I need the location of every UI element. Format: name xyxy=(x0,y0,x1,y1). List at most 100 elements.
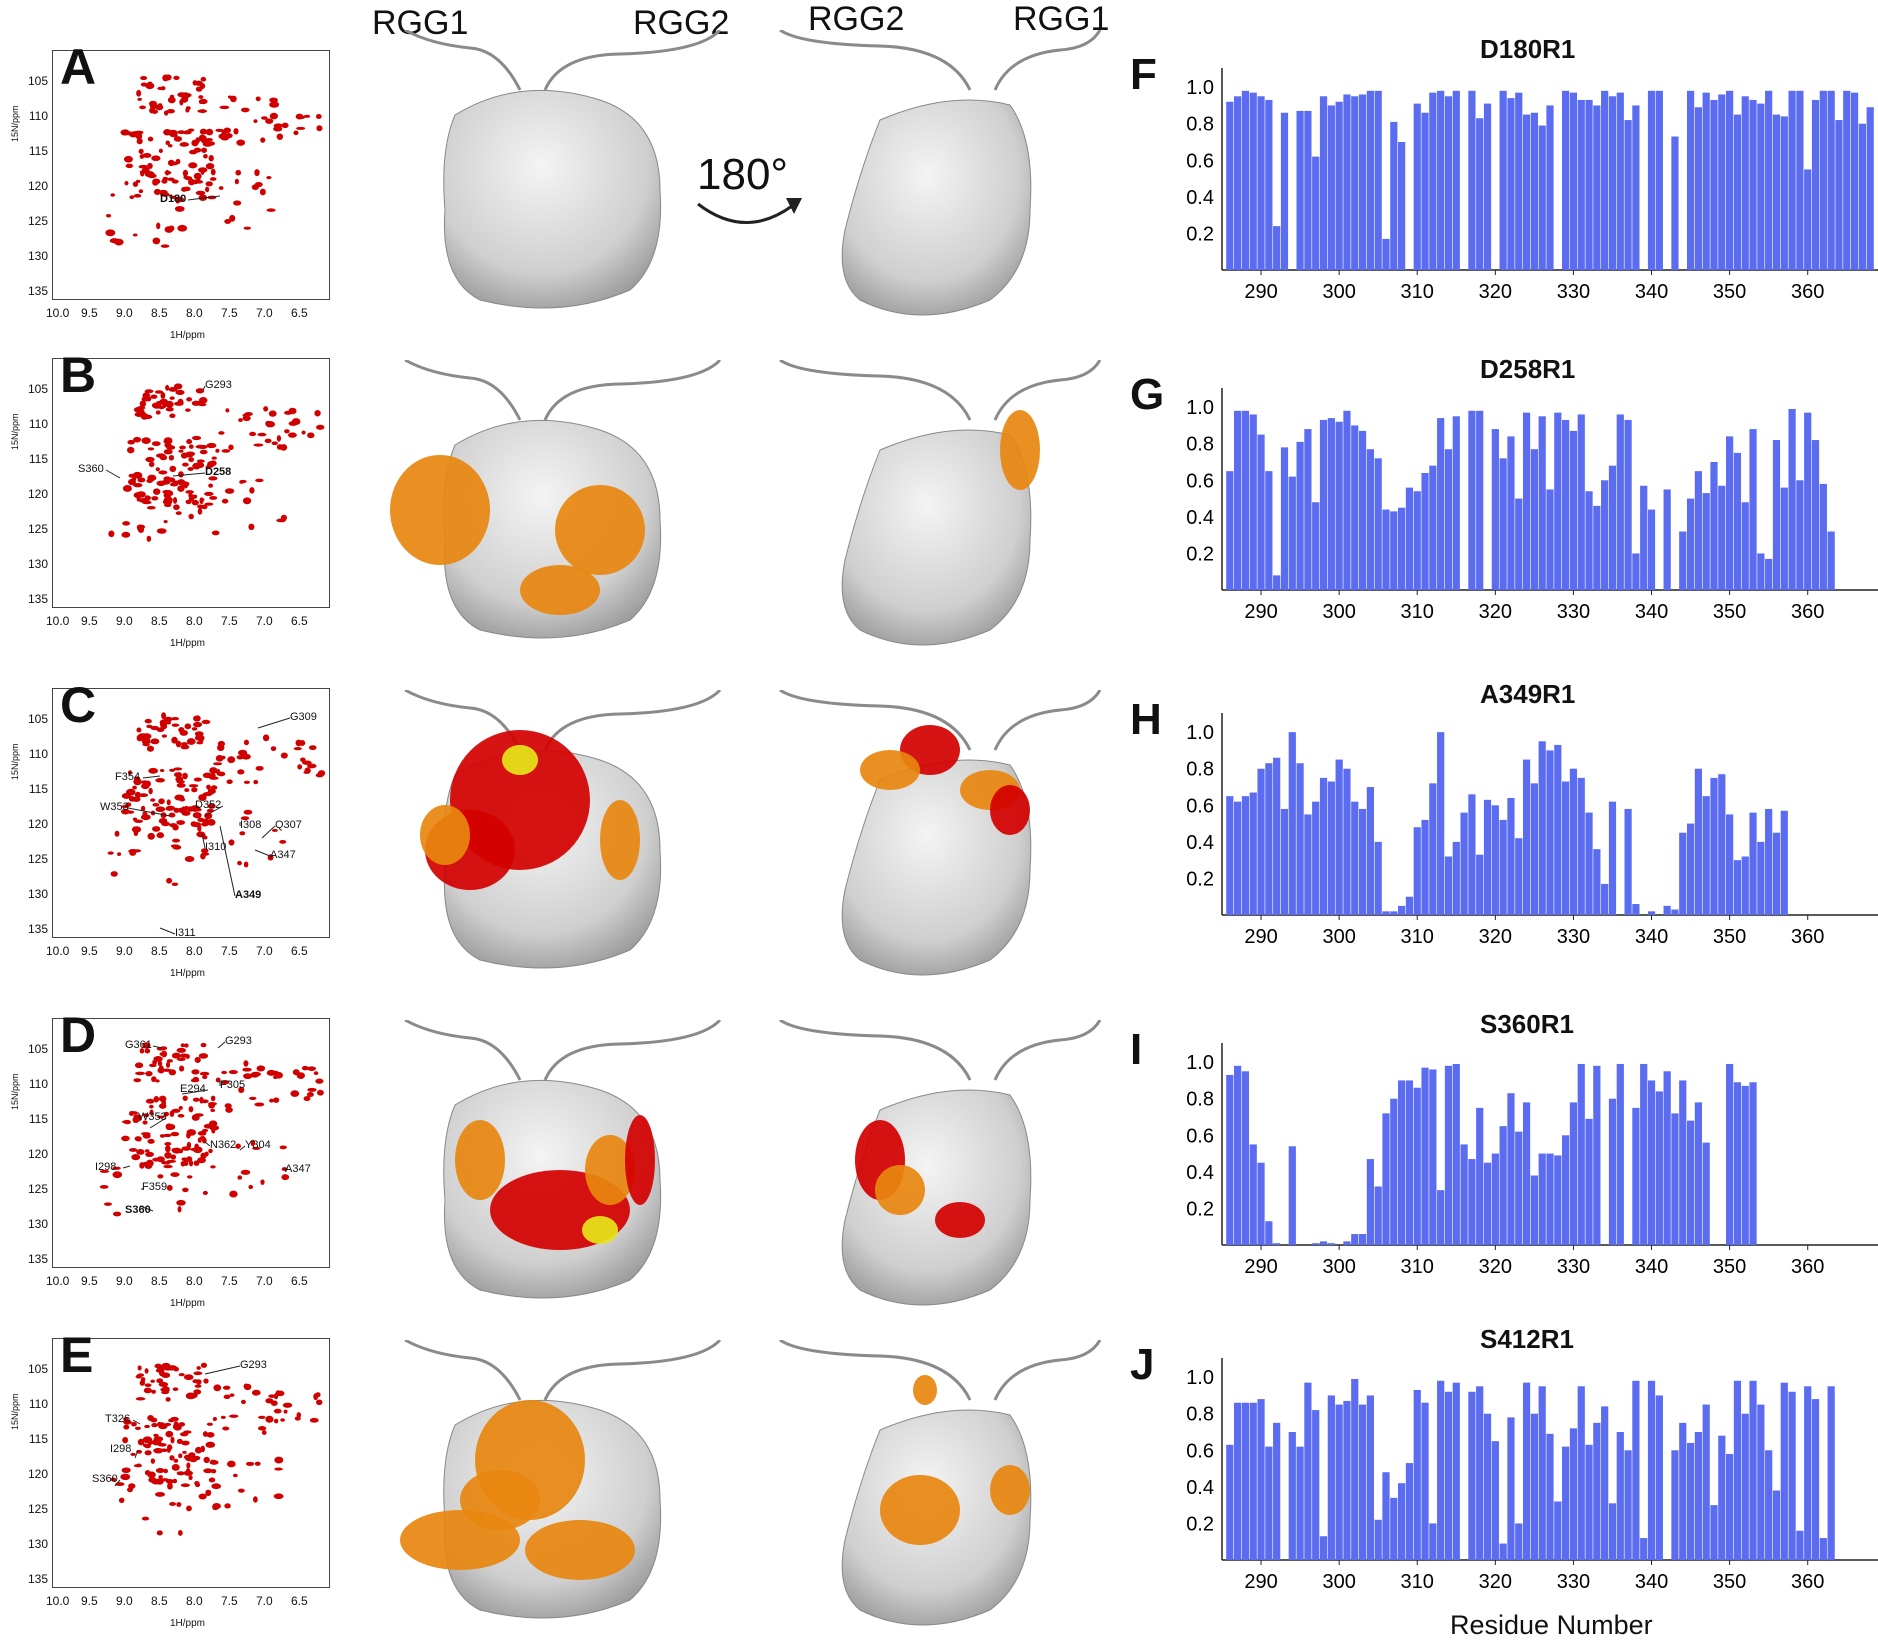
nmr-peak xyxy=(215,1077,221,1083)
nmr-peaks xyxy=(110,1362,323,1536)
nmr-peak xyxy=(192,1076,200,1082)
nmr-peak xyxy=(157,1067,165,1074)
nmr-annotation-arrows xyxy=(105,385,206,479)
nmr-peak xyxy=(173,767,183,771)
bar xyxy=(1460,812,1468,915)
nmr-peak-label: A347 xyxy=(270,849,296,861)
nmr-peak xyxy=(263,406,269,412)
nmr-peak xyxy=(251,1389,261,1396)
nmr-peak xyxy=(165,384,170,391)
bar xyxy=(1483,799,1492,915)
bar xyxy=(1382,238,1390,270)
nmr-peak xyxy=(194,814,202,819)
nmr-peak xyxy=(158,1095,167,1102)
nmr-peak xyxy=(201,848,209,854)
nmr-x-tick: 8.0 xyxy=(186,944,203,958)
nmr-peak xyxy=(152,237,161,245)
bar xyxy=(1522,1382,1531,1560)
nmr-peak xyxy=(183,1454,193,1460)
bar xyxy=(1718,774,1726,915)
nmr-peak xyxy=(202,835,208,840)
nmr-peak-label: A349 xyxy=(235,889,262,901)
nmr-peak xyxy=(152,826,161,832)
bar xyxy=(1811,1399,1820,1560)
nmr-peak xyxy=(206,784,211,790)
nmr-peak xyxy=(237,1175,243,1180)
nmr-peak xyxy=(193,1160,200,1166)
nmr-peak xyxy=(209,177,217,181)
nmr-peak xyxy=(202,1190,208,1196)
nmr-peak xyxy=(293,130,299,136)
y-tick-label: 0.8 xyxy=(1186,759,1214,781)
nmr-peak xyxy=(307,763,317,769)
nmr-peak xyxy=(164,74,172,81)
nmr-peak xyxy=(103,1202,112,1206)
nmr-peak xyxy=(225,1106,233,1113)
bar xyxy=(1296,1446,1304,1560)
nmr-peak xyxy=(170,1436,175,1444)
nmr-peak xyxy=(233,128,239,135)
nmr-peak xyxy=(180,744,190,750)
nmr-peak xyxy=(204,812,213,820)
nmr-peak xyxy=(260,137,266,143)
nmr-peak xyxy=(118,1497,125,1504)
x-tick-label: 310 xyxy=(1401,1571,1434,1593)
nmr-peak xyxy=(173,1458,179,1463)
nmr-peak xyxy=(251,1071,261,1077)
nmr-peak xyxy=(134,1062,144,1069)
nmr-peak xyxy=(309,1417,319,1423)
nmr-peak xyxy=(167,129,178,136)
nmr-peak-label: F359 xyxy=(142,1181,168,1193)
nmr-peak xyxy=(145,1070,153,1077)
rgg-tail xyxy=(779,1020,972,1081)
nmr-peak xyxy=(193,777,202,782)
bar xyxy=(1398,507,1406,590)
nmr-y-tick: 110 xyxy=(28,1397,48,1411)
nmr-peak xyxy=(184,788,190,793)
bar xyxy=(1562,1446,1570,1560)
nmr-peak xyxy=(186,1175,193,1179)
bar xyxy=(1788,90,1796,270)
nmr-peak xyxy=(173,504,180,511)
nmr-peak xyxy=(172,1387,179,1392)
nmr-peak xyxy=(167,96,176,104)
bar xyxy=(1507,436,1515,590)
y-tick-label: 0.2 xyxy=(1186,543,1214,565)
bar xyxy=(1577,414,1585,590)
bar xyxy=(1335,1404,1343,1560)
nmr-peak xyxy=(198,99,204,105)
nmr-panel-e: E 105 110 115 120 125 130 135 10.0 9.5 9.0 8.5 8.0 7.… xyxy=(0,1300,340,1630)
nmr-peak xyxy=(155,410,161,415)
surface-perturbation-patch xyxy=(990,1465,1030,1515)
bar xyxy=(1304,429,1312,590)
nmr-peak-label: N362 xyxy=(210,1139,237,1151)
nmr-peak xyxy=(164,1422,172,1427)
nmr-peak xyxy=(170,716,180,721)
bar xyxy=(1608,96,1617,271)
nmr-peak xyxy=(129,195,135,200)
nmr-peak xyxy=(199,497,204,505)
bar xyxy=(1733,1380,1742,1560)
nmr-peak xyxy=(165,1397,171,1402)
nmr-peak xyxy=(314,409,321,417)
nmr-peak xyxy=(156,1046,165,1051)
bar xyxy=(1804,412,1812,590)
surface-perturbation-patch xyxy=(502,745,538,775)
x-tick-label: 310 xyxy=(1401,281,1434,303)
nmr-peak xyxy=(140,75,148,81)
nmr-peak-label: G293 xyxy=(205,379,232,391)
nmr-x-tick: 10.0 xyxy=(46,1594,70,1608)
bar xyxy=(1726,1453,1734,1560)
nmr-peak xyxy=(206,442,217,449)
bar xyxy=(1351,801,1359,915)
bar xyxy=(1647,911,1656,915)
bar xyxy=(1710,1505,1718,1560)
bar xyxy=(1601,480,1609,590)
bar xyxy=(1374,458,1382,590)
x-tick-label: 350 xyxy=(1713,1571,1746,1593)
nmr-peak xyxy=(280,444,288,451)
nmr-label-arrow xyxy=(132,1419,141,1425)
bar xyxy=(1351,425,1359,590)
nmr-peak xyxy=(205,1441,216,1448)
bar xyxy=(1780,487,1788,590)
